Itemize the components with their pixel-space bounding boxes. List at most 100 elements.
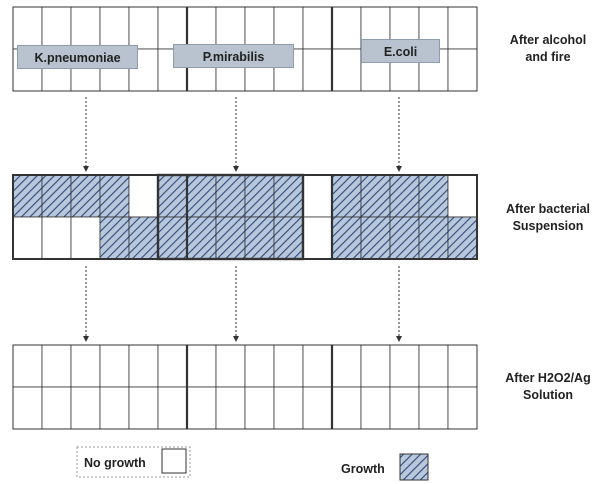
no-growth-cell <box>273 344 304 388</box>
no-growth-cell <box>12 344 43 388</box>
grid-border <box>12 344 478 430</box>
no-growth-cell <box>215 6 246 50</box>
no-growth-cell <box>41 386 72 430</box>
no-growth-cell <box>302 174 333 218</box>
growth-cell <box>128 216 159 260</box>
stage-label-line1: After H2O2/Ag <box>505 371 591 385</box>
growth-cell <box>12 174 43 218</box>
no-growth-cell <box>244 386 275 430</box>
growth-cell <box>273 216 304 260</box>
no-growth-cell <box>447 48 478 92</box>
growth-cell <box>360 216 391 260</box>
stage-label-alcohol-fire: After alcohol and fire <box>498 32 598 66</box>
no-growth-cell <box>302 48 333 92</box>
no-growth-cell <box>41 6 72 50</box>
transition-arrow <box>233 266 239 342</box>
no-growth-cell <box>41 344 72 388</box>
organism-label-e-coli: E.coli <box>361 39 440 63</box>
no-growth-cell <box>447 6 478 50</box>
stage-label-h2o2-ag: After H2O2/Ag Solution <box>498 370 598 404</box>
no-growth-cell <box>447 386 478 430</box>
growth-cell <box>418 216 449 260</box>
no-growth-cell <box>70 216 101 260</box>
organism-label-p-mirabilis: P.mirabilis <box>173 44 294 68</box>
growth-cell <box>99 174 130 218</box>
no-growth-cell <box>70 6 101 50</box>
no-growth-cell <box>128 6 159 50</box>
no-growth-cell <box>273 6 304 50</box>
growth-cell <box>157 216 188 260</box>
no-growth-cell <box>41 216 72 260</box>
transition-arrow <box>396 266 402 342</box>
growth-cell <box>331 216 362 260</box>
no-growth-cell <box>302 6 333 50</box>
no-growth-cell <box>273 386 304 430</box>
no-growth-cell <box>128 344 159 388</box>
no-growth-cell <box>99 6 130 50</box>
no-growth-cell <box>447 174 478 218</box>
growth-cell <box>215 216 246 260</box>
no-growth-cell <box>12 6 43 50</box>
legend-growth-swatch <box>399 453 429 481</box>
growth-cell <box>447 216 478 260</box>
grid-stage-3 <box>12 344 478 430</box>
no-growth-cell <box>12 216 43 260</box>
transition-arrow <box>233 97 239 172</box>
transition-arrow <box>83 97 89 172</box>
no-growth-cell <box>186 6 217 50</box>
growth-cell <box>389 216 420 260</box>
growth-cell <box>186 216 217 260</box>
stage-label-line1: After alcohol <box>509 33 587 47</box>
growth-cell <box>41 174 72 218</box>
no-growth-cell <box>215 386 246 430</box>
no-growth-cell <box>302 386 333 430</box>
no-growth-cell <box>244 6 275 50</box>
no-growth-cell <box>99 386 130 430</box>
growth-cell <box>244 174 275 218</box>
no-growth-cell <box>157 386 188 430</box>
growth-cell <box>99 216 130 260</box>
no-growth-cell <box>244 344 275 388</box>
no-growth-cell <box>389 386 420 430</box>
stage-label-line1: After bacterial <box>505 202 591 216</box>
no-growth-cell <box>186 344 217 388</box>
growth-cell <box>215 174 246 218</box>
no-growth-cell <box>128 386 159 430</box>
no-growth-cell <box>157 6 188 50</box>
no-growth-cell <box>389 344 420 388</box>
no-growth-cell <box>215 344 246 388</box>
legend-no-growth-swatch <box>161 448 187 474</box>
no-growth-cell <box>70 344 101 388</box>
growth-cell <box>418 174 449 218</box>
no-growth-cell <box>447 344 478 388</box>
growth-cell <box>331 174 362 218</box>
organism-label-k-pneumoniae: K.pneumoniae <box>17 45 138 69</box>
no-growth-cell <box>302 216 333 260</box>
no-growth-cell <box>128 174 159 218</box>
growth-cell <box>244 216 275 260</box>
growth-cell <box>273 174 304 218</box>
no-growth-cell <box>186 386 217 430</box>
p-mirabilis-block-outline <box>156 173 305 261</box>
no-growth-cell <box>331 48 362 92</box>
no-growth-cell <box>360 344 391 388</box>
stage-label-line2: and fire <box>525 50 571 64</box>
no-growth-cell <box>418 386 449 430</box>
growth-cell <box>186 174 217 218</box>
growth-cell <box>157 174 188 218</box>
no-growth-cell <box>360 386 391 430</box>
no-growth-cell <box>99 344 130 388</box>
growth-cell <box>360 174 391 218</box>
legend-no-growth-label: No growth <box>84 456 146 470</box>
no-growth-cell <box>418 344 449 388</box>
growth-cell <box>389 174 420 218</box>
transition-arrow <box>83 266 89 342</box>
legend-no-growth-frame <box>76 446 191 478</box>
no-growth-cell <box>331 344 362 388</box>
no-growth-cell <box>12 386 43 430</box>
stage-label-line2: Solution <box>523 388 573 402</box>
no-growth-cell <box>70 386 101 430</box>
no-growth-cell <box>331 386 362 430</box>
stage-label-line2: Suspension <box>512 219 584 233</box>
